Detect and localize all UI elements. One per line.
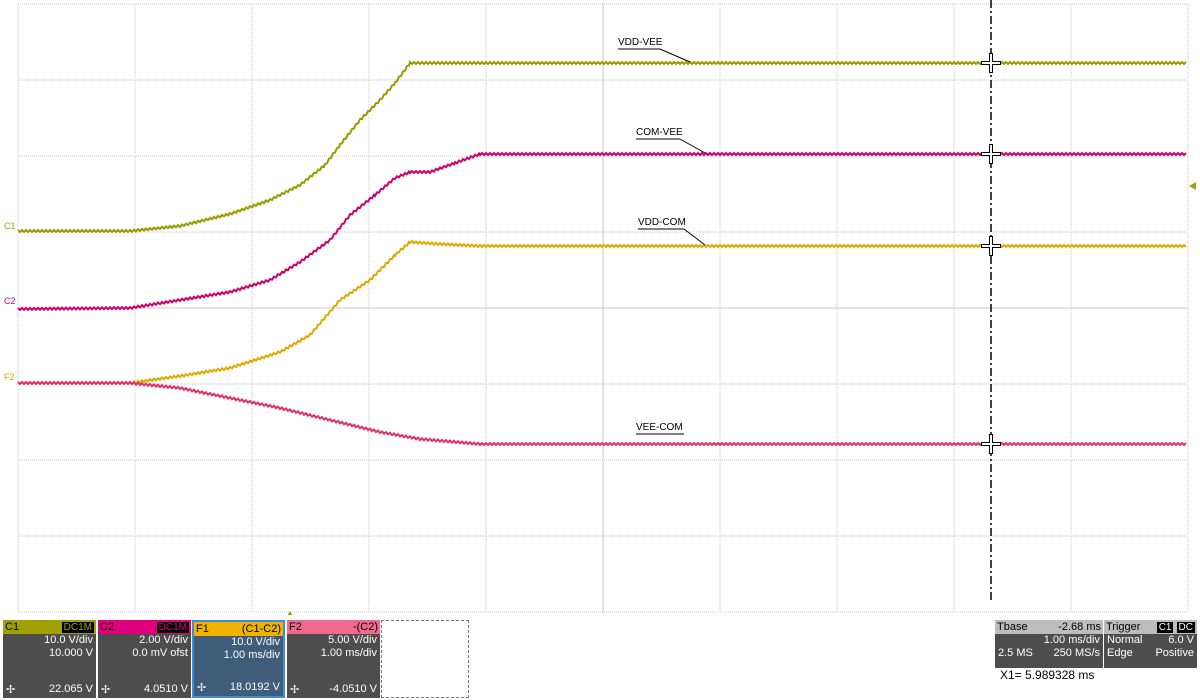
trig-level: 6.0 V	[1168, 634, 1194, 646]
ch-timebase: 1.00 ms/div	[320, 647, 377, 659]
label-leader	[659, 48, 691, 63]
trig-mode: Normal	[1107, 634, 1143, 646]
trace-label: COM-VEE	[636, 127, 683, 138]
ch-name: C2	[100, 621, 115, 633]
trace-label: VDD-COM	[638, 217, 686, 228]
ch-scale: 2.00 V/div	[139, 634, 188, 646]
trig-title: Trigger	[1106, 621, 1141, 633]
ch-offset: 0.0 mV ofst	[132, 647, 188, 659]
tb-rate: 250 MS/s	[1053, 647, 1100, 659]
tb-delay: -2.68 ms	[1058, 621, 1101, 633]
channel-c1: C1 DC1M 10.0 V/div 10.000 V ✢ 22.065 V	[3, 620, 96, 698]
ch-name: C1	[5, 621, 20, 633]
trigger-level-arrow	[1189, 182, 1196, 190]
trig-type: Edge	[1107, 647, 1133, 659]
ch-readout: 18.0192 V	[229, 681, 280, 693]
cursor-cross	[982, 237, 1000, 255]
ch-name: F1	[196, 623, 209, 635]
trace-label: VDD-VEE	[618, 37, 663, 48]
trig-source: C1	[1156, 622, 1174, 633]
cursor-cross	[982, 54, 1000, 72]
ch-name: F2	[289, 621, 302, 633]
channel-marker: C1	[4, 221, 16, 231]
cursor-markers	[981, 53, 1001, 454]
ch-offset: 10.000 V	[48, 647, 93, 659]
traces	[17, 60, 1187, 447]
waveform	[17, 380, 1187, 447]
channel-c2: C2 DC1M 2.00 V/div 0.0 mV ofst ✢ 4.0510 V	[98, 620, 191, 698]
tb-scale: 1.00 ms/div	[1043, 634, 1100, 646]
ch-readout: 4.0510 V	[143, 683, 188, 695]
ch-coupling: DC1M	[156, 621, 189, 633]
ch-readout: -4.0510 V	[329, 683, 377, 695]
ch-scale: 10.0 V/div	[44, 634, 93, 646]
waveform	[17, 60, 1187, 234]
ch-readout: 22.065 V	[48, 683, 93, 695]
trig-coupling: DC	[1176, 622, 1195, 633]
trigger-panel: Trigger C1 DC Normal 6.0 V Edge Positive	[1104, 620, 1197, 668]
timebase-panel: Tbase -2.68 ms 1.00 ms/div 2.5 MS 250 MS/s	[995, 620, 1103, 668]
grid	[17, 3, 1189, 613]
cursor-label: X1=	[1000, 668, 1022, 682]
waveform	[17, 239, 1187, 386]
ch-scale: 10.0 V/div	[231, 636, 280, 648]
tb-samples: 2.5 MS	[998, 647, 1033, 659]
ch-source: (C1-C2)	[241, 623, 281, 635]
cursor-value: 5.989328 ms	[1025, 668, 1095, 682]
ch-timebase: 1.00 ms/div	[223, 649, 280, 661]
channel-marker: C2	[4, 296, 16, 306]
channel-f1: F1 (C1-C2) 10.0 V/div 1.00 ms/div ✢ 18.019…	[192, 620, 285, 698]
ch-scale: 5.00 V/div	[328, 634, 377, 646]
trace-label: VEE-COM	[636, 422, 683, 433]
channel-f2: F2 -(C2) 5.00 V/div 1.00 ms/div ✢ -4.0510 …	[287, 620, 380, 698]
ch-coupling: DC1M	[61, 621, 94, 633]
label-leader	[683, 228, 706, 246]
empty-slot	[381, 620, 469, 698]
tb-title: Tbase	[997, 621, 1028, 633]
ch-source: -(C2)	[352, 621, 378, 633]
cursor-readout: X1= 5.989328 ms	[1000, 668, 1094, 682]
trigger-time-arrow	[287, 611, 293, 615]
trig-slope: Positive	[1155, 647, 1194, 659]
cursor-cross	[982, 435, 1000, 453]
channel-marker: F2	[4, 372, 15, 382]
label-leader	[679, 138, 706, 154]
cursor-cross	[982, 145, 1000, 163]
waveform-area: VDD-VEE COM-VEE VDD-COM VEE-COM C1 C2 F2	[4, 0, 1196, 615]
